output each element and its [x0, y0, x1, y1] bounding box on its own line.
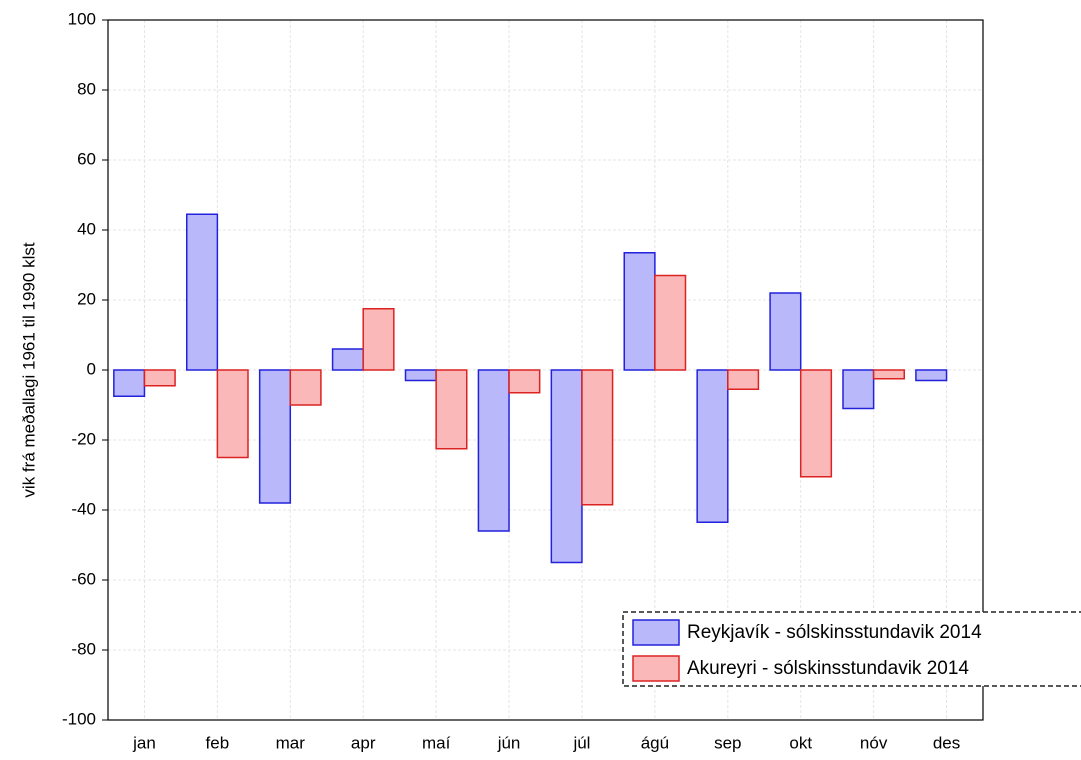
bar	[289, 369, 322, 406]
bar	[331, 348, 364, 371]
y-tick-label: 40	[77, 219, 96, 238]
y-tick-label: 20	[77, 289, 96, 308]
bar	[727, 369, 760, 390]
x-tick-label: sep	[714, 733, 741, 752]
bar	[435, 369, 468, 450]
legend-label: Akureyri - sólskinsstundavik 2014	[687, 658, 969, 679]
bar	[508, 369, 541, 394]
bar	[769, 292, 802, 371]
bar	[404, 369, 437, 382]
bar	[696, 369, 729, 523]
y-tick-label: -20	[71, 429, 96, 448]
x-tick-label: feb	[206, 733, 230, 752]
bar	[654, 274, 687, 371]
x-tick-label: mar	[276, 733, 306, 752]
x-tick-label: ágú	[641, 733, 669, 752]
bar	[186, 213, 219, 371]
x-tick-label: maí	[422, 733, 451, 752]
y-tick-label: -40	[71, 499, 96, 518]
bar	[799, 369, 833, 478]
bar	[623, 252, 656, 371]
bar	[842, 369, 875, 410]
bar	[581, 369, 614, 506]
bar	[216, 369, 249, 459]
plot-frame	[107, 19, 984, 721]
legend: Reykjavík - sólskinsstundavik 2014 Akurey…	[622, 611, 1081, 687]
x-tick-label: nóv	[860, 733, 888, 752]
legend-swatch	[632, 619, 680, 646]
x-tick-label: okt	[789, 733, 812, 752]
bar	[550, 369, 583, 564]
y-tick-label: -80	[71, 639, 96, 658]
legend-swatch	[632, 655, 680, 682]
bar	[362, 308, 395, 371]
bar	[113, 369, 146, 397]
y-tick-label: -100	[62, 709, 96, 728]
x-tick-label: des	[933, 733, 960, 752]
bar	[915, 369, 948, 382]
bar	[872, 369, 905, 380]
y-axis-label: vik frá meðallagi 1961 til 1990 klst	[19, 242, 38, 497]
bar	[143, 369, 176, 387]
x-tick-label: jún	[497, 733, 521, 752]
legend-box	[622, 611, 1081, 687]
legend-label: Reykjavík - sólskinsstundavik 2014	[687, 622, 982, 643]
bar	[477, 369, 510, 532]
bar	[258, 369, 292, 504]
y-tick-label: -60	[71, 569, 96, 588]
y-tick-label: 60	[77, 149, 96, 168]
y-tick-label: 80	[77, 79, 96, 98]
y-tick-label: 0	[87, 359, 96, 378]
x-tick-label: jan	[132, 733, 156, 752]
x-tick-label: júl	[572, 733, 590, 752]
y-tick-label: 100	[68, 9, 96, 28]
x-tick-label: apr	[351, 733, 376, 752]
